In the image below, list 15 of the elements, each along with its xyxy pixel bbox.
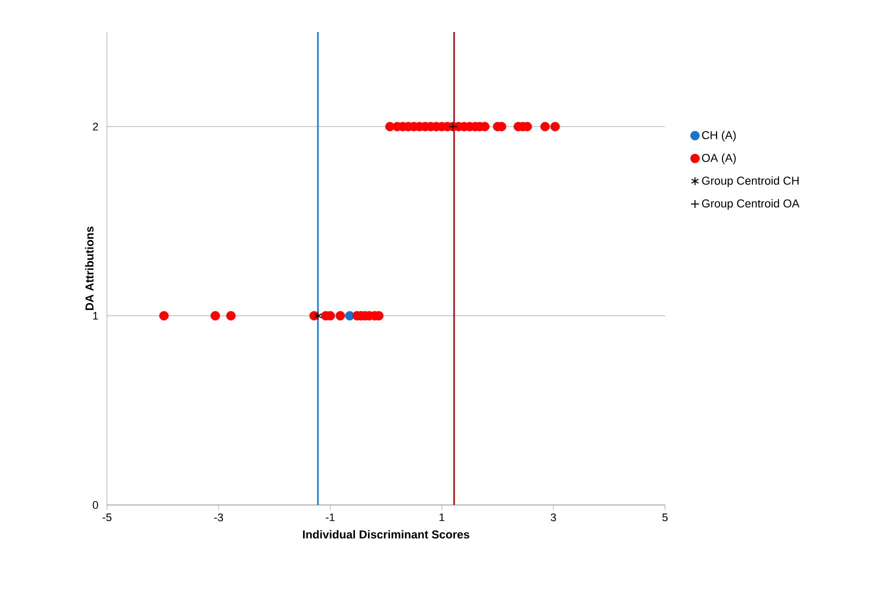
x-tick-label: 5 [662,514,668,522]
x-tick-label: -5 [102,514,112,522]
x-tick-label: -3 [214,514,223,522]
y-axis-title: DA Attributions [85,226,94,310]
legend-label: OA (A) [702,154,736,164]
legend-label: CH (A) [702,130,736,142]
y-tick-label: 0 [92,501,98,509]
x-tick-label: 1 [440,514,444,522]
x-tick-label: 3 [550,514,556,522]
x-tick-label: -1 [326,514,335,522]
legend-label: Group Centroid OA [702,199,800,210]
x-axis-title: Individual Discriminant Scores [303,530,470,539]
y-tick-label: 1 [93,312,98,320]
legend-label: Group Centroid CH [702,176,799,188]
y-tick-label: 2 [92,122,98,130]
